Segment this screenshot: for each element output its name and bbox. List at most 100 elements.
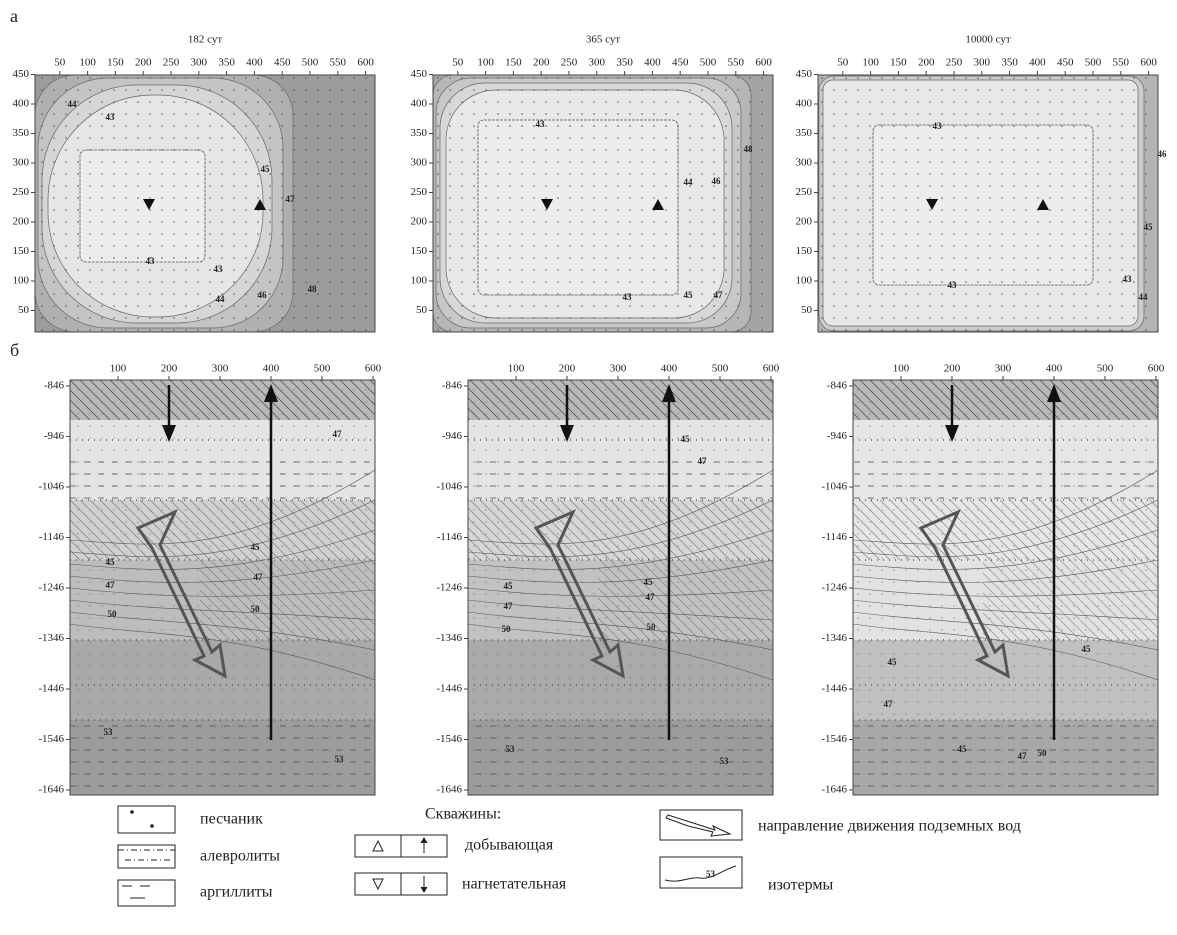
- y-tick-label: -1546: [436, 733, 462, 745]
- y-tick-label: -1246: [821, 582, 847, 594]
- x-tick-label: 400: [246, 57, 263, 69]
- flow-arrow: [918, 509, 1010, 679]
- contour-label: 45: [1144, 222, 1154, 232]
- y-tick-label: 50: [18, 304, 30, 316]
- y-tick-label: 400: [411, 98, 428, 110]
- dot-grid: [35, 75, 375, 332]
- injection-well: [143, 199, 155, 210]
- y-tick-label: 200: [13, 216, 30, 228]
- y-tick-label: 450: [411, 68, 428, 80]
- x-tick-label: 400: [661, 363, 678, 375]
- contour-label: 47: [286, 194, 296, 204]
- plot-frame: [817, 74, 1159, 333]
- y-tick-label: -1546: [38, 733, 64, 745]
- y-tick-label: -1246: [38, 582, 64, 594]
- y-tick-label: -1046: [38, 481, 64, 493]
- x-tick-label: 150: [890, 57, 907, 69]
- contour-label: 47: [504, 601, 514, 611]
- y-tick-label: -1546: [821, 733, 847, 745]
- injection-well: [926, 199, 938, 210]
- flow-arrow: [533, 509, 625, 679]
- x-tick-label: 400: [1046, 363, 1063, 375]
- y-tick-label: 400: [796, 98, 813, 110]
- y-tick-label: -1146: [39, 531, 65, 543]
- contour-label: 50: [647, 622, 657, 632]
- y-tick-label: -846: [44, 380, 65, 392]
- y-tick-label: 350: [796, 127, 813, 139]
- y-tick-label: -1346: [436, 632, 462, 644]
- contour-label: 53: [104, 727, 114, 737]
- y-tick-label: -1346: [38, 632, 64, 644]
- production-well: [254, 199, 266, 210]
- contour-label: 47: [254, 572, 264, 582]
- arrow-head: [162, 425, 176, 442]
- contour-label: 43: [106, 112, 116, 122]
- arrow-head: [662, 384, 676, 402]
- x-tick-label: 600: [365, 363, 382, 375]
- arrow-head: [945, 425, 959, 442]
- x-tick-label: 500: [314, 363, 331, 375]
- y-tick-label: 100: [796, 275, 813, 287]
- contour-label: 46: [258, 290, 268, 300]
- contour-label: 43: [214, 264, 224, 274]
- x-tick-label: 400: [1029, 57, 1046, 69]
- flow-arrow: [135, 509, 227, 679]
- x-tick-label: 500: [700, 57, 717, 69]
- contour-label: 53: [335, 754, 345, 764]
- contour-label: 48: [308, 284, 318, 294]
- panel-label: б: [10, 340, 19, 360]
- contour-label: 44: [216, 294, 226, 304]
- y-tick-label: -1646: [436, 784, 462, 796]
- x-tick-label: 500: [1085, 57, 1102, 69]
- x-tick-label: 600: [763, 363, 780, 375]
- x-tick-label: 200: [944, 363, 961, 375]
- contour-label: 47: [884, 699, 894, 709]
- contour-label: 45: [888, 657, 898, 667]
- x-tick-label: 250: [561, 57, 578, 69]
- y-tick-label: -1646: [38, 784, 64, 796]
- x-tick-label: 500: [712, 363, 729, 375]
- y-tick-label: 150: [13, 245, 30, 257]
- y-tick-label: -846: [442, 380, 463, 392]
- contour-label: 44: [684, 177, 694, 187]
- contour-label: 47: [333, 429, 343, 439]
- x-tick-label: 350: [218, 57, 235, 69]
- x-tick-label: 200: [161, 363, 178, 375]
- x-tick-label: 200: [135, 57, 152, 69]
- y-tick-label: -946: [44, 430, 65, 442]
- y-tick-label: 150: [796, 245, 813, 257]
- legend-text: изотермы: [768, 877, 834, 894]
- x-tick-label: 50: [837, 57, 849, 69]
- legend-text: добывающая: [465, 837, 554, 854]
- y-tick-label: 350: [411, 127, 428, 139]
- panel-label: а: [10, 6, 18, 26]
- x-tick-label: 100: [79, 57, 96, 69]
- y-tick-label: 250: [796, 186, 813, 198]
- legend-text: алевролиты: [200, 848, 280, 865]
- contour-label: 45: [684, 290, 694, 300]
- x-tick-label: 550: [728, 57, 745, 69]
- x-tick-label: 450: [672, 57, 689, 69]
- contour-label: 53: [506, 744, 516, 754]
- contour-label: 46: [712, 176, 722, 186]
- x-tick-label: 100: [862, 57, 879, 69]
- y-tick-label: -1146: [822, 531, 848, 543]
- y-tick-label: -1046: [436, 481, 462, 493]
- legend-icons: [117, 805, 743, 907]
- x-tick-label: 200: [533, 57, 550, 69]
- contour-label: 45: [958, 744, 968, 754]
- x-tick-label: 100: [893, 363, 910, 375]
- dot-grid: [433, 75, 773, 332]
- plot-frame: [432, 74, 774, 333]
- dot-grid: [818, 75, 1158, 332]
- panel-title: 10000 сут: [965, 34, 1010, 46]
- production-well: [1037, 199, 1049, 210]
- y-tick-label: -1446: [436, 683, 462, 695]
- x-tick-label: 150: [505, 57, 522, 69]
- x-tick-label: 400: [644, 57, 661, 69]
- x-tick-label: 550: [1113, 57, 1130, 69]
- y-tick-label: 200: [796, 216, 813, 228]
- x-tick-label: 300: [191, 57, 208, 69]
- contour-label: 44: [68, 99, 78, 109]
